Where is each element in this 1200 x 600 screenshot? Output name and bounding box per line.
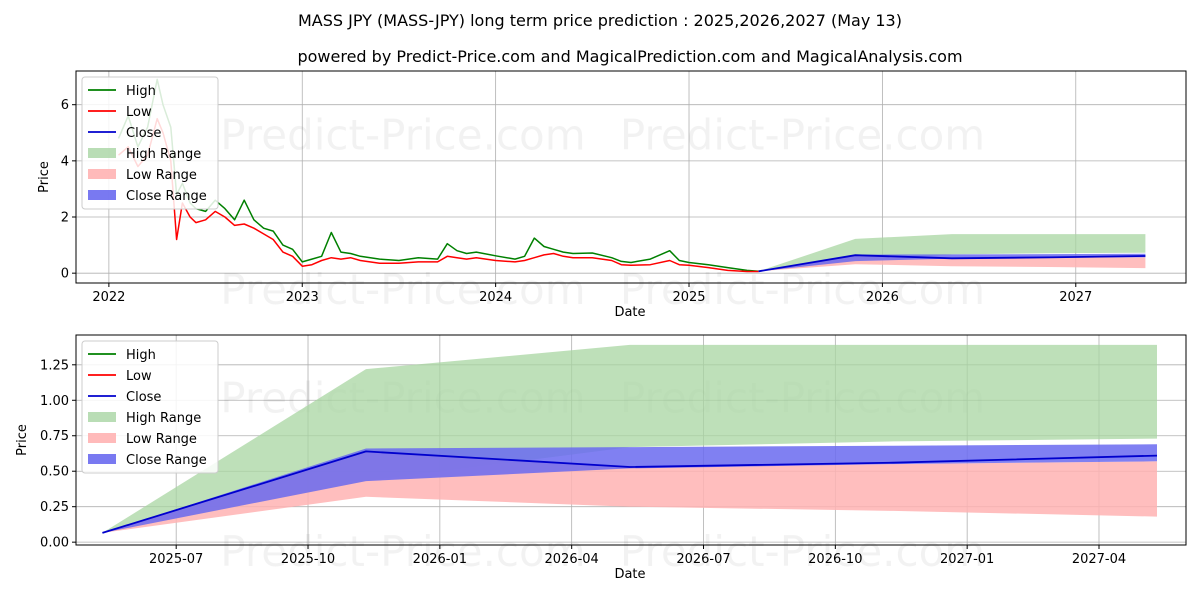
bottom-y-tick-label: 0.50 bbox=[40, 465, 69, 480]
top-legend-label: High bbox=[126, 84, 156, 99]
top-legend-swatch bbox=[88, 190, 116, 200]
bottom-legend-label: High bbox=[126, 348, 156, 363]
top-watermark: Predict-Price.com bbox=[220, 265, 585, 314]
bottom-panel: Predict-Price.comPredict-Price.comPredic… bbox=[15, 334, 1187, 582]
top-x-tick-label: 2025 bbox=[672, 290, 705, 305]
top-x-tick-label: 2023 bbox=[286, 290, 319, 305]
bottom-legend-label: Low Range bbox=[126, 432, 197, 447]
top-y-axis-label: Price bbox=[37, 161, 52, 193]
bottom-legend-swatch bbox=[88, 412, 116, 422]
top-x-tick-label: 2024 bbox=[479, 290, 512, 305]
bottom-legend-label: High Range bbox=[126, 411, 201, 426]
chart-title: MASS JPY (MASS-JPY) long term price pred… bbox=[298, 11, 902, 30]
top-grid bbox=[76, 71, 1186, 283]
top-watermark: Predict-Price.com bbox=[220, 110, 585, 159]
bottom-legend-swatch bbox=[88, 433, 116, 443]
bottom-y-axis-label: Price bbox=[15, 424, 30, 456]
bottom-x-tick-label: 2026-01 bbox=[413, 552, 467, 567]
bottom-x-tick-label: 2025-07 bbox=[149, 552, 203, 567]
top-x-tick-label: 2027 bbox=[1059, 290, 1092, 305]
bottom-legend-label: Close Range bbox=[126, 453, 207, 468]
top-watermarks: Predict-Price.com Predict-Price.com Predic… bbox=[220, 110, 985, 314]
bottom-watermark: Predict-Price.com bbox=[620, 527, 985, 576]
top-legend-label: High Range bbox=[126, 147, 201, 162]
bottom-high-range-band bbox=[102, 344, 1157, 533]
top-close-history-series bbox=[118, 104, 759, 272]
bottom-close-range-band bbox=[102, 444, 1157, 533]
top-watermark: Predict-Price.com bbox=[620, 110, 985, 159]
top-legend-label: Close Range bbox=[126, 189, 207, 204]
top-y-tick-label: 2 bbox=[61, 211, 69, 226]
top-legend-label: Low bbox=[126, 105, 152, 120]
bottom-y-tick-label: 1.00 bbox=[40, 394, 69, 409]
top-low-series bbox=[118, 117, 759, 273]
bottom-legend-label: Close bbox=[126, 390, 161, 405]
bottom-x-axis-label: Date bbox=[614, 567, 645, 582]
bottom-x-tick-label: 2026-10 bbox=[808, 552, 862, 567]
top-close-forecast-series bbox=[758, 254, 1146, 273]
top-close-range-band bbox=[758, 253, 1146, 272]
bottom-plot-area bbox=[102, 344, 1158, 534]
top-ticks: 2022 2023 2024 2025 2026 2027 0 2 4 6 bbox=[61, 98, 1093, 305]
top-high-range-band bbox=[758, 234, 1146, 272]
top-watermark: Predict-Price.com bbox=[620, 265, 985, 314]
chart-subtitle: powered by Predict-Price.com and Magical… bbox=[297, 47, 962, 66]
bottom-x-tick-label: 2027-04 bbox=[1072, 552, 1126, 567]
bottom-axes-frame bbox=[75, 334, 1187, 546]
bottom-ticks: 2025-07 2025-10 2026-01 2026-04 2026-07 2026-… bbox=[40, 358, 1126, 567]
top-legend-label: Close bbox=[126, 126, 161, 141]
bottom-legend-swatch bbox=[88, 454, 116, 464]
bottom-x-tick-label: 2026-07 bbox=[676, 552, 730, 567]
bottom-watermark: Predict-Price.com bbox=[220, 527, 585, 576]
top-x-tick-label: 2022 bbox=[92, 290, 125, 305]
top-y-tick-label: 0 bbox=[61, 267, 69, 282]
top-x-axis-label: Date bbox=[614, 305, 645, 320]
bottom-legend: High Low Close High Range Low Range Close Ran… bbox=[81, 340, 219, 474]
top-legend-swatch bbox=[88, 169, 116, 179]
top-legend: High Low Close High Range Low Range Close Ran… bbox=[81, 76, 219, 210]
bottom-y-tick-label: 1.25 bbox=[40, 358, 69, 373]
bottom-close-forecast-series bbox=[102, 450, 1158, 534]
top-y-tick-label: 6 bbox=[61, 98, 69, 113]
top-plot-area bbox=[117, 78, 1146, 273]
top-y-tick-label: 4 bbox=[61, 154, 69, 169]
bottom-legend-label: Low bbox=[126, 369, 152, 384]
top-x-tick-label: 2026 bbox=[866, 290, 899, 305]
top-panel: Predict-Price.com Predict-Price.com Predic… bbox=[37, 70, 1187, 320]
bottom-x-tick-label: 2026-04 bbox=[545, 552, 599, 567]
top-legend-label: Low Range bbox=[126, 168, 197, 183]
bottom-x-tick-label: 2025-10 bbox=[281, 552, 335, 567]
top-axes-frame bbox=[75, 70, 1187, 284]
bottom-y-tick-label: 0.75 bbox=[40, 429, 69, 444]
bottom-x-tick-label: 2027-01 bbox=[940, 552, 994, 567]
bottom-y-tick-label: 0.00 bbox=[40, 536, 69, 551]
top-legend-swatch bbox=[88, 148, 116, 158]
bottom-y-tick-label: 0.25 bbox=[40, 500, 69, 515]
